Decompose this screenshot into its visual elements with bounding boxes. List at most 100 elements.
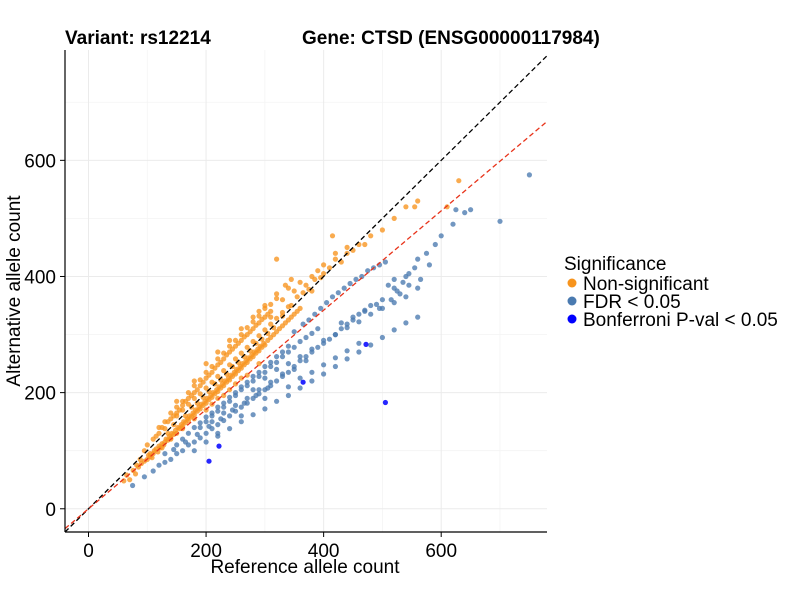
point-non-significant <box>180 402 186 408</box>
y-tick-label: 0 <box>45 500 56 521</box>
point-fdr-0-05 <box>300 321 306 327</box>
point-fdr-0-05 <box>285 349 291 355</box>
point-non-significant <box>197 377 203 383</box>
title-gene: Gene: CTSD (ENSG00000117984) <box>302 28 600 49</box>
point-fdr-0-05 <box>227 413 233 419</box>
point-fdr-0-05 <box>256 373 262 379</box>
point-non-significant <box>127 477 133 483</box>
point-fdr-0-05 <box>256 369 262 375</box>
point-non-significant <box>215 373 221 379</box>
point-fdr-0-05 <box>197 424 203 431</box>
x-tick-label: 600 <box>425 541 457 562</box>
point-fdr-0-05 <box>279 349 286 355</box>
point-non-significant <box>262 342 268 348</box>
point-non-significant <box>191 395 197 401</box>
point-fdr-0-05 <box>423 250 430 256</box>
point-fdr-0-05 <box>291 329 297 335</box>
x-axis-title: Reference allele count <box>210 557 400 578</box>
point-non-significant <box>256 348 262 354</box>
point-fdr-0-05 <box>182 439 189 445</box>
point-fdr-0-05 <box>274 398 280 404</box>
point-fdr-0-05 <box>150 468 156 474</box>
point-non-significant <box>197 391 203 397</box>
grid <box>65 50 547 532</box>
point-fdr-0-05 <box>250 387 256 393</box>
point-non-significant <box>238 350 244 356</box>
point-fdr-0-05 <box>162 459 168 465</box>
point-fdr-0-05 <box>215 422 221 428</box>
point-fdr-0-05 <box>403 294 409 300</box>
point-fdr-0-05 <box>279 371 286 377</box>
point-fdr-0-05 <box>297 358 303 364</box>
point-fdr-0-05 <box>291 366 297 372</box>
point-fdr-0-05 <box>368 311 374 317</box>
point-non-significant <box>215 356 221 362</box>
point-fdr-0-05 <box>227 398 233 404</box>
point-fdr-0-05 <box>141 474 147 480</box>
point-fdr-0-05 <box>297 385 303 391</box>
point-bonferroni-p-val-0-05 <box>382 399 388 406</box>
point-bonferroni-p-val-0-05 <box>300 379 306 385</box>
point-non-significant <box>191 383 197 389</box>
point-fdr-0-05 <box>394 288 400 294</box>
point-fdr-0-05 <box>274 359 280 365</box>
point-non-significant <box>268 308 274 314</box>
point-non-significant <box>297 279 303 285</box>
legend-label-fdr: FDR < 0.05 <box>583 292 681 313</box>
point-fdr-0-05 <box>406 282 412 288</box>
point-fdr-0-05 <box>250 378 256 384</box>
point-fdr-0-05 <box>344 348 350 354</box>
point-fdr-0-05 <box>241 400 247 406</box>
legend-key-bonferroni <box>567 314 577 324</box>
point-non-significant <box>162 426 168 432</box>
point-non-significant <box>209 394 215 400</box>
point-non-significant <box>232 356 239 362</box>
x-tick-label: 0 <box>83 541 94 562</box>
point-fdr-0-05 <box>227 394 233 400</box>
point-non-significant <box>412 204 418 210</box>
point-fdr-0-05 <box>297 354 303 360</box>
point-fdr-0-05 <box>203 430 209 436</box>
point-fdr-0-05 <box>365 268 371 274</box>
point-fdr-0-05 <box>262 363 268 370</box>
ref-line-fit <box>64 120 548 530</box>
point-fdr-0-05 <box>285 343 291 349</box>
point-non-significant <box>203 400 209 406</box>
point-fdr-0-05 <box>262 395 268 401</box>
point-fdr-0-05 <box>468 207 474 213</box>
point-fdr-0-05 <box>197 435 203 441</box>
point-non-significant <box>274 315 280 321</box>
point-fdr-0-05 <box>332 332 338 338</box>
point-fdr-0-05 <box>379 334 385 341</box>
point-non-significant <box>250 319 256 325</box>
point-fdr-0-05 <box>238 404 244 410</box>
point-fdr-0-05 <box>221 400 227 406</box>
legend-label-bonferroni: Bonferroni P-val < 0.05 <box>583 310 778 331</box>
point-fdr-0-05 <box>335 290 341 296</box>
point-fdr-0-05 <box>324 300 330 306</box>
point-fdr-0-05 <box>215 430 221 436</box>
point-non-significant <box>215 349 221 355</box>
point-non-significant <box>159 445 165 451</box>
ref-line-identity <box>64 55 548 533</box>
point-non-significant <box>191 412 197 418</box>
point-non-significant <box>332 250 338 256</box>
point-fdr-0-05 <box>185 430 191 436</box>
point-fdr-0-05 <box>238 419 244 425</box>
point-fdr-0-05 <box>203 419 209 425</box>
point-fdr-0-05 <box>303 354 309 360</box>
point-fdr-0-05 <box>332 363 338 370</box>
point-non-significant <box>244 344 250 350</box>
point-non-significant <box>238 375 244 381</box>
point-fdr-0-05 <box>353 276 359 282</box>
legend-key-non-significant <box>567 278 577 288</box>
point-non-significant <box>315 268 321 274</box>
legend-title: Significance <box>564 254 666 275</box>
point-fdr-0-05 <box>321 371 327 377</box>
point-fdr-0-05 <box>356 319 362 325</box>
point-non-significant <box>174 404 180 410</box>
point-non-significant <box>279 297 286 303</box>
point-non-significant <box>256 313 262 319</box>
point-non-significant <box>180 398 186 404</box>
point-non-significant <box>282 282 288 288</box>
